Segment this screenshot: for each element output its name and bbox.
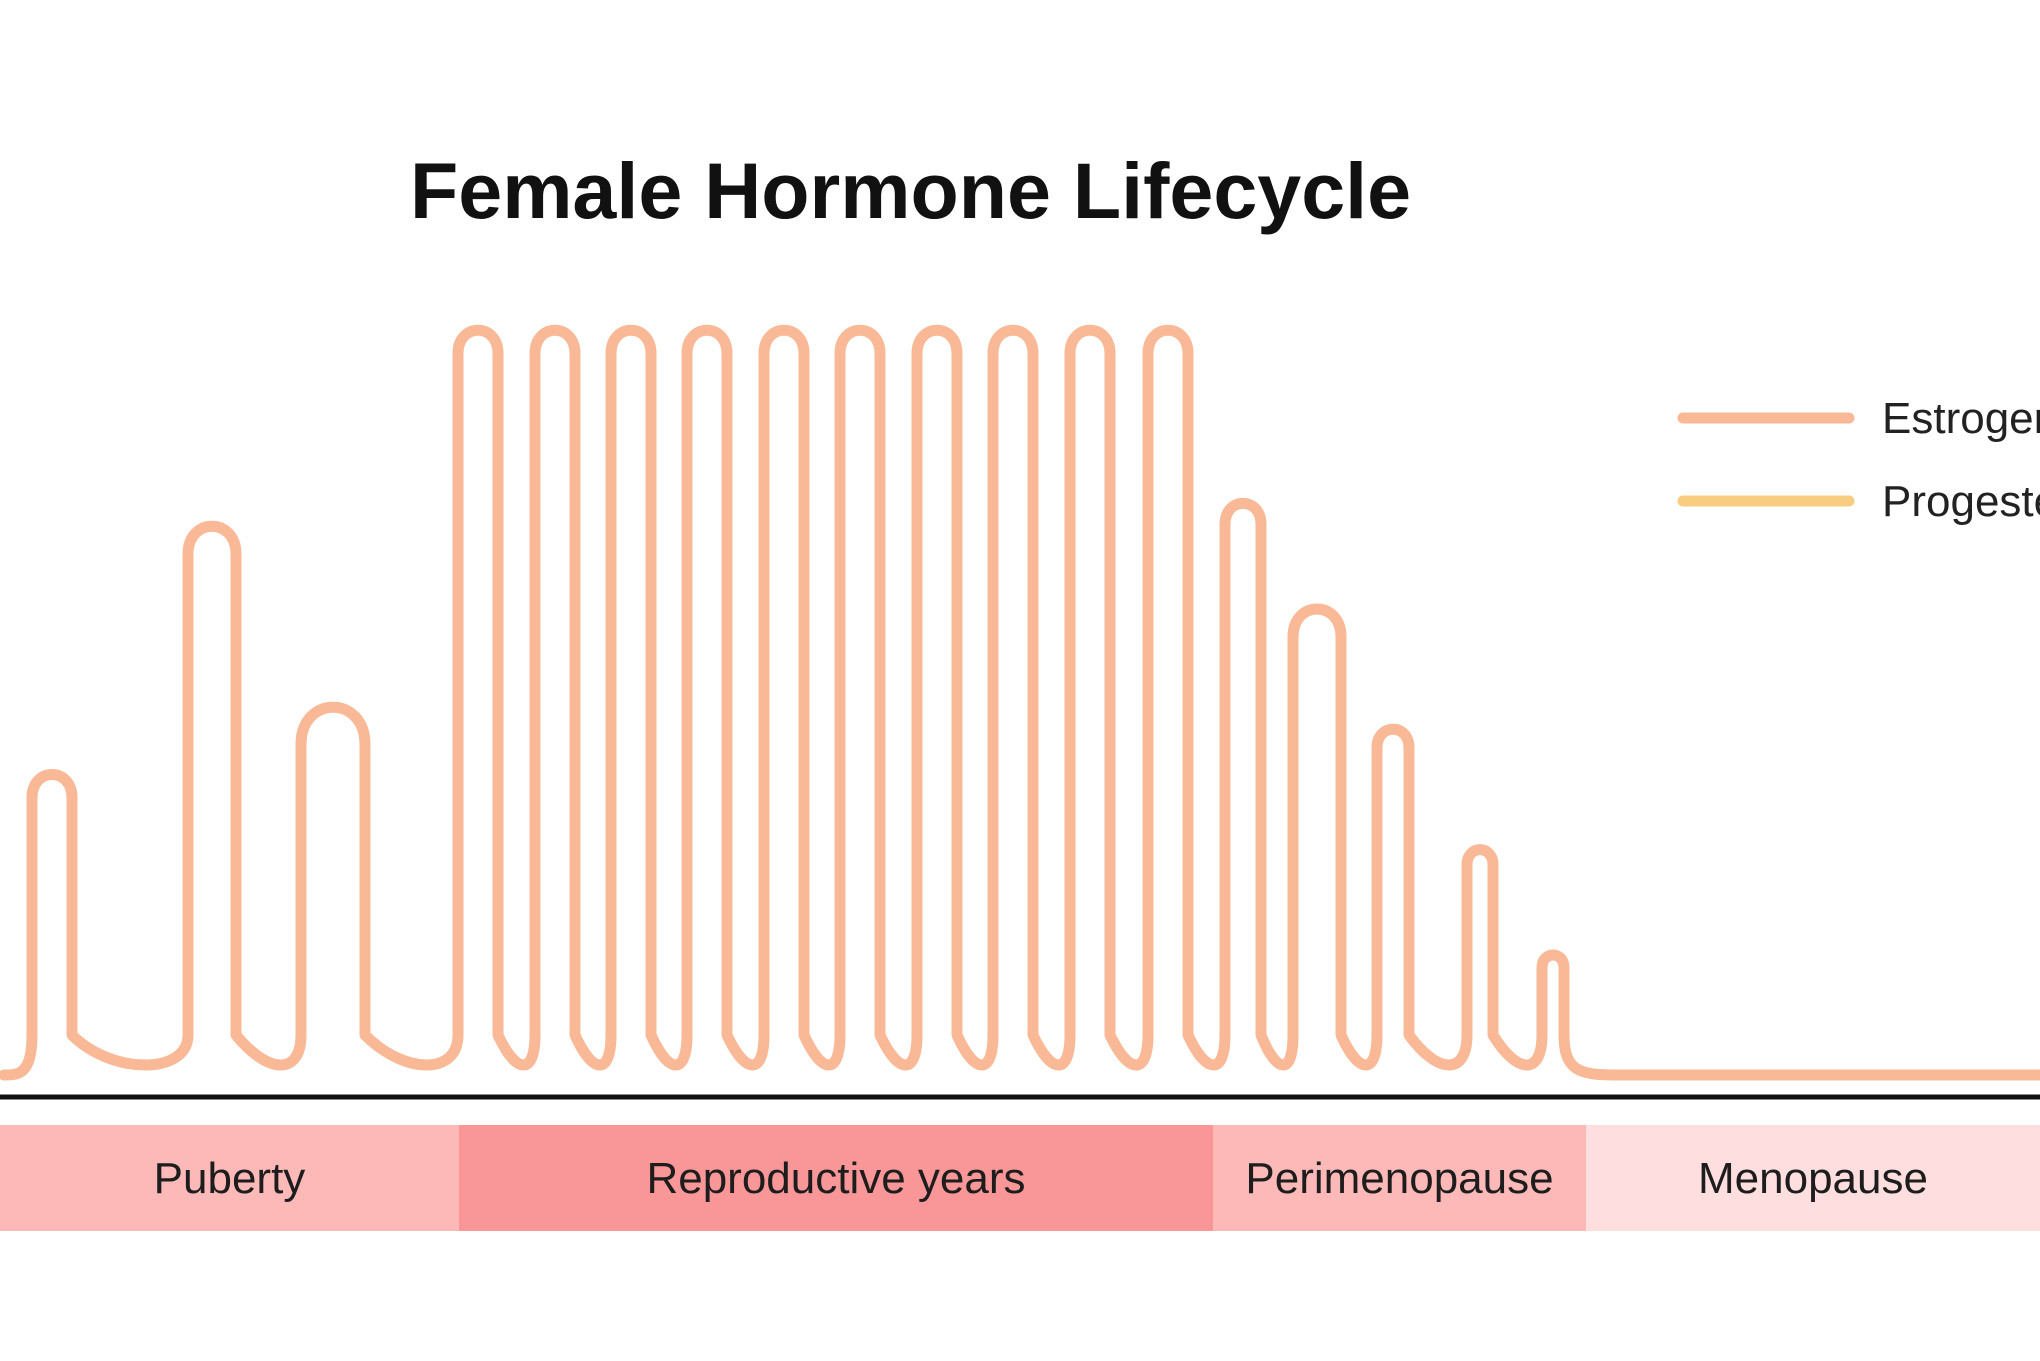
- legend-label-progesterone: Progesterone: [1882, 477, 2040, 526]
- phase-menopause: [1586, 1125, 2040, 1231]
- phase-puberty: [0, 1125, 459, 1231]
- legend-label-estrogen: Estrogen: [1882, 394, 2040, 443]
- phase-band: Puberty Reproductive years Perimenopause Me…: [0, 1125, 2040, 1231]
- phase-label-puberty: Puberty: [154, 1154, 306, 1203]
- phase-label-menopause: Menopause: [1698, 1154, 1928, 1203]
- phase-reproductive-years: [459, 1125, 1213, 1231]
- phase-label-perimenopause: Perimenopause: [1245, 1154, 1553, 1203]
- chart-title: Female Hormone Lifecycle: [410, 146, 1411, 235]
- legend: Estrogen Progesterone: [1677, 394, 2040, 526]
- plot-area: [0, 324, 2040, 1081]
- phase-perimenopause: [1213, 1125, 1586, 1231]
- estrogen-series-line: [0, 324, 2040, 1081]
- phase-label-reproductive-years: Reproductive years: [646, 1154, 1025, 1203]
